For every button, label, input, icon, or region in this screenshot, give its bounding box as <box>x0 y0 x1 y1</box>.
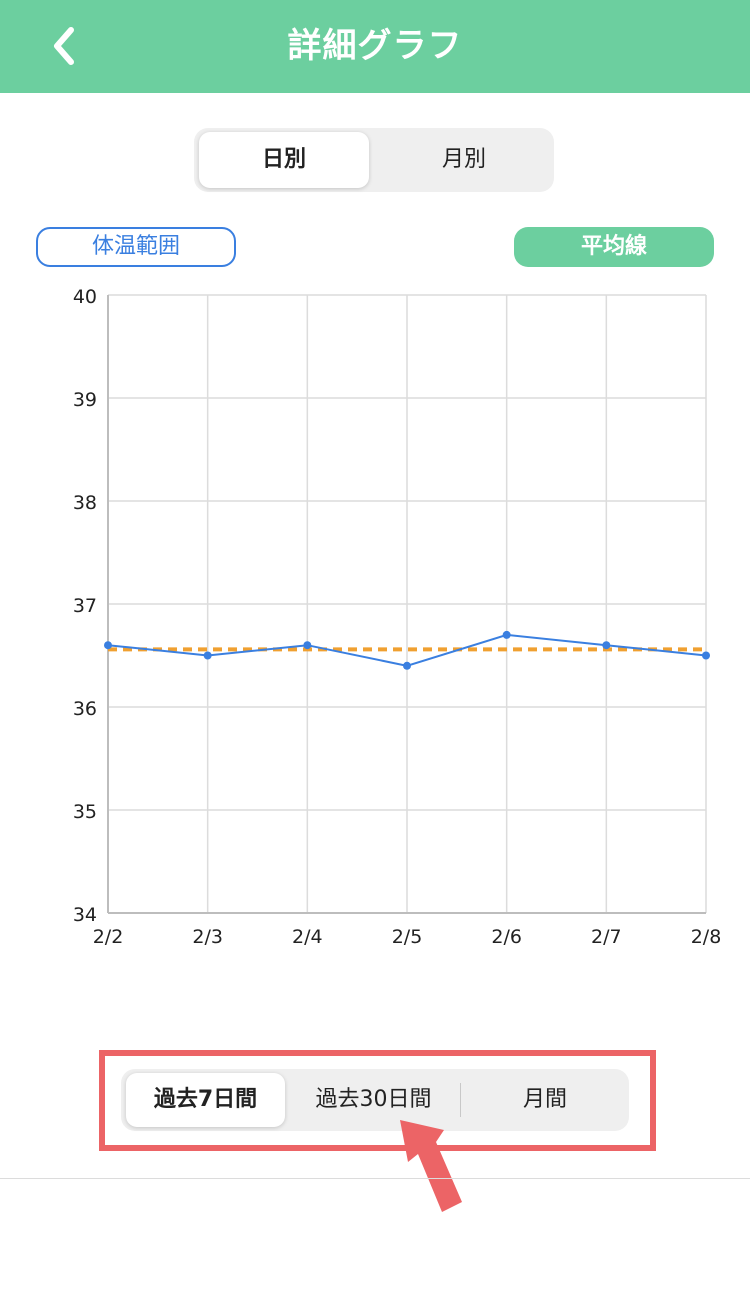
tab-monthly[interactable]: 月別 <box>441 147 486 172</box>
x-tick-label: 2/6 <box>491 926 522 948</box>
data-point <box>303 641 312 650</box>
x-tick-label: 2/2 <box>93 926 124 948</box>
x-tick-label: 2/3 <box>192 926 223 948</box>
y-tick-label: 36 <box>73 698 97 720</box>
temperature-range-button[interactable]: 体温範囲 <box>36 227 236 267</box>
period-segmented-control: 日別 月別 <box>194 128 554 192</box>
y-tick-label: 40 <box>73 286 97 308</box>
y-tick-label: 39 <box>73 389 97 411</box>
x-tick-label: 2/7 <box>591 926 622 948</box>
app-header: 詳細グラフ <box>0 0 750 93</box>
segment-divider <box>460 1083 461 1117</box>
x-tick-label: 2/8 <box>691 926 722 948</box>
y-tick-label: 34 <box>73 904 97 926</box>
page-title: 詳細グラフ <box>287 26 463 66</box>
highlight-box <box>99 1050 656 1151</box>
tab-past-30-days[interactable]: 過去30日間 <box>315 1087 432 1112</box>
data-point <box>502 630 511 639</box>
data-point <box>104 641 112 650</box>
tab-monthly-range[interactable]: 月間 <box>522 1087 567 1112</box>
data-point <box>203 651 212 660</box>
range-segmented-control: 過去7日間 過去30日間 月間 <box>121 1069 629 1131</box>
average-line-button[interactable]: 平均線 <box>514 227 714 267</box>
data-point <box>403 661 411 670</box>
y-tick-label: 35 <box>73 801 97 823</box>
divider <box>0 1178 750 1179</box>
x-tick-label: 2/4 <box>292 926 323 948</box>
tab-past-7-days[interactable]: 過去7日間 <box>126 1073 285 1127</box>
chevron-left-icon[interactable] <box>42 24 86 68</box>
y-tick-label: 37 <box>73 595 97 617</box>
y-tick-label: 38 <box>73 492 97 514</box>
x-tick-label: 2/5 <box>392 926 423 948</box>
pointer-arrow-icon <box>400 1120 462 1212</box>
data-point <box>702 651 710 660</box>
data-point <box>602 641 611 650</box>
tab-daily[interactable]: 日別 <box>199 132 369 188</box>
temperature-line-chart: 34 35 36 37 38 39 40 2/2 2/3 2/4 2/5 2/6 2/7 2/8 <box>73 286 722 948</box>
